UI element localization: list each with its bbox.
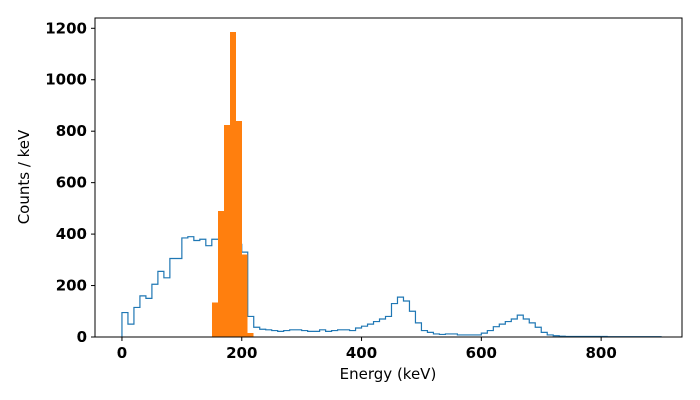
y-tick-label: 400: [56, 225, 87, 243]
x-tick-label: 200: [226, 344, 257, 362]
y-axis-label: Counts / keV: [15, 129, 33, 224]
y-tick-label: 1000: [45, 71, 87, 89]
x-tick-label: 600: [466, 344, 497, 362]
plot-area: [121, 32, 662, 338]
y-tick-label: 200: [56, 277, 87, 295]
x-axis: 0 200 400 600 800: [117, 337, 617, 362]
histogram-bar: [223, 124, 230, 337]
y-axis: 0 200 400 600 800 1000 1200: [45, 19, 95, 346]
histogram-bar: [235, 120, 242, 337]
histogram-bar: [217, 210, 224, 337]
x-axis-label: Energy (keV): [340, 365, 437, 383]
x-tick-label: 800: [585, 344, 616, 362]
histogram-bar: [241, 254, 248, 337]
y-tick-label: 0: [77, 328, 87, 346]
y-tick-label: 600: [56, 174, 87, 192]
histogram-bar: [211, 302, 218, 337]
histogram-bar: [229, 32, 236, 337]
y-tick-label: 1200: [45, 19, 87, 37]
x-tick-label: 0: [117, 344, 127, 362]
x-tick-label: 400: [346, 344, 377, 362]
axes-frame: [94, 17, 683, 338]
y-tick-label: 800: [56, 122, 87, 140]
step-histogram-line: [121, 236, 662, 338]
histogram-bar: [247, 333, 254, 337]
